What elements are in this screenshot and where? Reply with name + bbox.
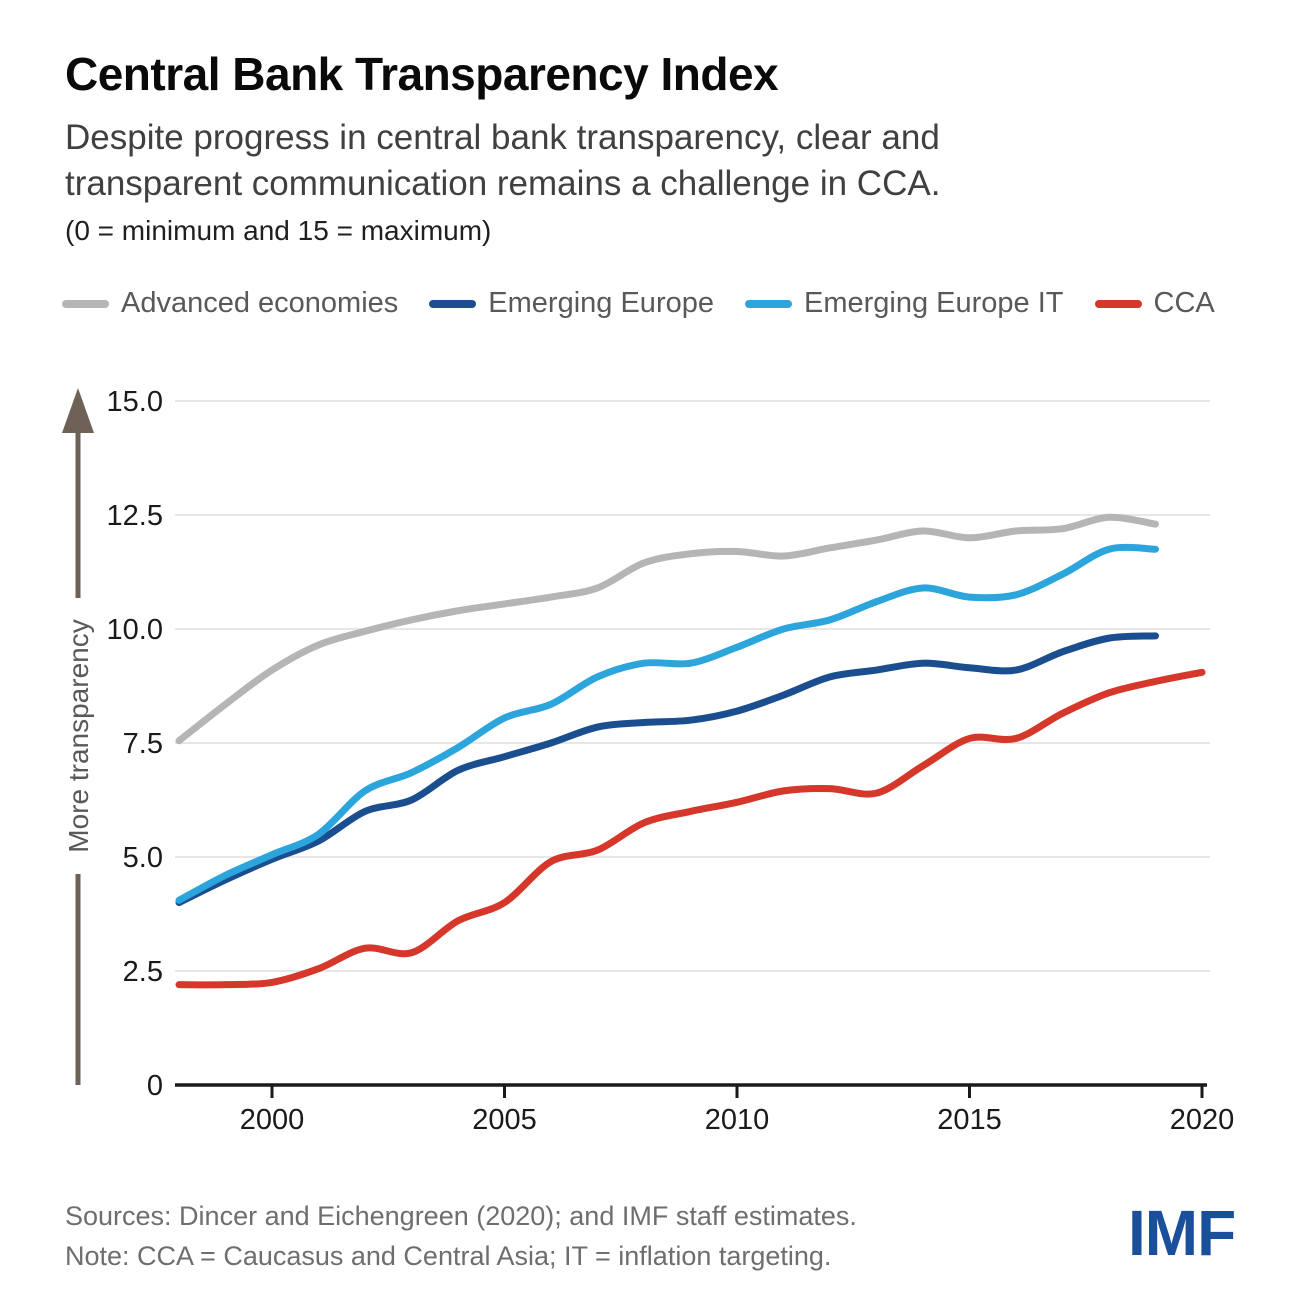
chart-subtitle: Despite progress in central bank transpa…: [65, 115, 1245, 207]
scale-note: (0 = minimum and 15 = maximum): [65, 214, 492, 246]
x-tick-label: 2020: [1170, 1104, 1235, 1136]
page-title: Central Bank Transparency Index: [65, 48, 779, 100]
legend-item-cca: CCA: [1094, 287, 1215, 320]
x-tick-label: 2010: [705, 1104, 770, 1136]
legend-label: Advanced economies: [121, 287, 399, 319]
x-tick-label: 2000: [240, 1104, 305, 1136]
y-tick-label: 12.5: [107, 500, 163, 532]
note-text: Note: CCA = Caucasus and Central Asia; I…: [65, 1241, 832, 1271]
subtitle-line-1: Despite progress in central bank transpa…: [65, 117, 940, 157]
up-arrow-icon: [62, 388, 94, 433]
legend-item-advanced-economies: Advanced economies: [62, 287, 398, 320]
y-tick-label: 0: [147, 1070, 163, 1102]
chart-header: Central Bank Transparency Index Despite …: [65, 48, 1245, 247]
x-tick-label: 2005: [472, 1104, 537, 1136]
chart-footer: Sources: Dincer and Eichengreen (2020); …: [65, 1196, 857, 1276]
legend-swatch-cca: [1094, 299, 1142, 308]
legend-swatch-emerging-europe-it: [744, 299, 792, 308]
y-tick-label: 2.5: [123, 956, 163, 988]
legend-label: Emerging Europe IT: [803, 287, 1064, 319]
series-line-advanced-economies: [175, 513, 1159, 745]
legend-swatch-advanced-economies: [62, 299, 109, 308]
series-line-emerging-europe-it: [175, 543, 1159, 904]
y-tick-label: 15.0: [107, 386, 163, 418]
legend-label: CCA: [1153, 287, 1215, 319]
legend-swatch-emerging-europe: [429, 299, 477, 308]
legend-item-emerging-europe-it: Emerging Europe IT: [744, 287, 1064, 320]
chart-legend: Advanced economies Emerging Europe Emerg…: [62, 287, 1215, 320]
subtitle-line-2: transparent communication remains a chal…: [65, 163, 941, 203]
x-tick-label: 2015: [937, 1104, 1002, 1136]
y-axis-label: More transparency: [63, 619, 94, 852]
legend-item-emerging-europe: Emerging Europe: [429, 287, 714, 320]
imf-logo: IMF: [1128, 1197, 1236, 1269]
series-line-emerging-europe: [175, 632, 1159, 907]
series-line-cca: [175, 668, 1206, 989]
legend-label: Emerging Europe: [488, 287, 714, 319]
y-tick-label: 7.5: [123, 728, 163, 760]
y-tick-label: 5.0: [123, 842, 163, 874]
y-tick-label: 10.0: [107, 614, 163, 646]
sources-text: Sources: Dincer and Eichengreen (2020); …: [65, 1201, 857, 1231]
